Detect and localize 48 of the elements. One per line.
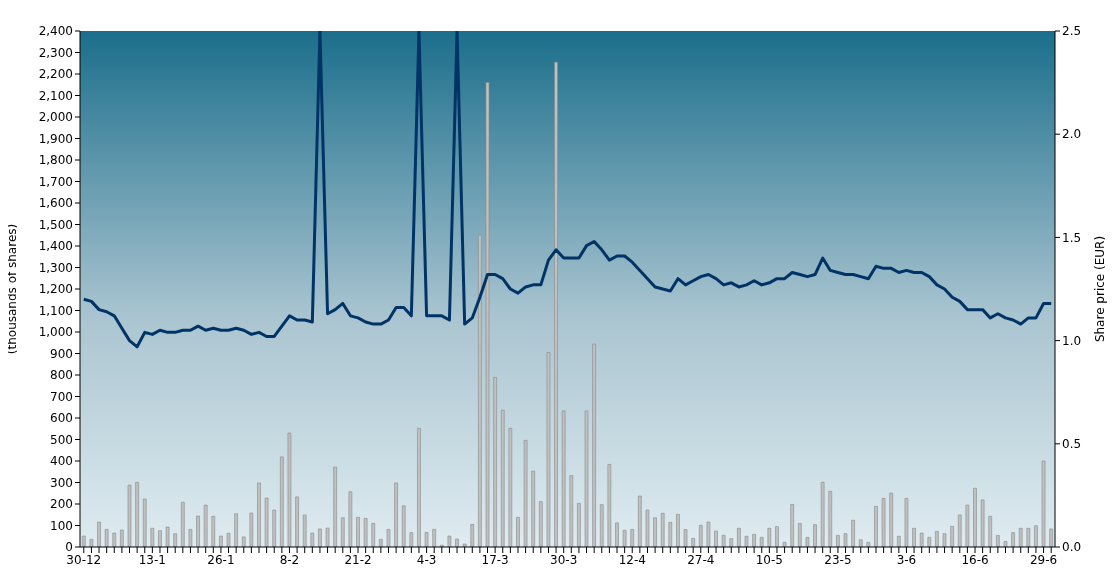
x-tick-label: 3-6 bbox=[896, 552, 917, 567]
y-tick-label: 700 bbox=[50, 389, 73, 404]
y-tick-label: 500 bbox=[50, 432, 73, 447]
x-tick-label: 30-3 bbox=[550, 552, 578, 567]
y-tick-label: 1,500 bbox=[38, 217, 73, 232]
x-tick-label: 26-1 bbox=[207, 552, 235, 567]
y-tick-label: 2,400 bbox=[38, 24, 73, 39]
x-tick-label: 17-3 bbox=[481, 552, 509, 567]
y-tick-label: 2,200 bbox=[38, 67, 73, 82]
y-tick-label: 1,900 bbox=[38, 131, 73, 146]
x-tick-label: 23-5 bbox=[824, 552, 852, 567]
x-tick-label: 8-2 bbox=[279, 552, 300, 567]
y-tick-label: 200 bbox=[50, 497, 73, 512]
y-tick-label: 2,300 bbox=[38, 45, 73, 60]
y-tick-label: 1,100 bbox=[38, 303, 73, 318]
y2-tick-label: 1.5 bbox=[1062, 230, 1082, 245]
x-tick-label: 21-2 bbox=[344, 552, 372, 567]
y-tick-label: 1,400 bbox=[38, 239, 73, 254]
y2-tick-label: 0.0 bbox=[1062, 540, 1082, 555]
y-tick-label: 2,100 bbox=[38, 88, 73, 103]
y-tick-label: 400 bbox=[50, 454, 73, 469]
y-tick-label: 900 bbox=[50, 346, 73, 361]
y2-axis-title: Share price (EUR) bbox=[1093, 235, 1108, 343]
y2-tick-label: 1.0 bbox=[1062, 333, 1082, 348]
y-tick-label: 1,200 bbox=[38, 282, 73, 297]
x-tick-label: 13-1 bbox=[138, 552, 166, 567]
x-tick-label: 16-6 bbox=[961, 552, 989, 567]
y-tick-label: 800 bbox=[50, 368, 73, 383]
x-tick-label: 10-5 bbox=[755, 552, 783, 567]
y2-tick-label: 0.5 bbox=[1062, 437, 1082, 452]
y-tick-label: 1,600 bbox=[38, 196, 73, 211]
y-tick-label: 1,000 bbox=[38, 325, 73, 340]
y-tick-label: 600 bbox=[50, 411, 73, 426]
y-tick-label: 300 bbox=[50, 475, 73, 490]
y-tick-label: 100 bbox=[50, 518, 73, 533]
y-tick-label: 1,300 bbox=[38, 260, 73, 275]
x-tick-label: 12-4 bbox=[618, 552, 646, 567]
y-tick-label: 0 bbox=[65, 540, 73, 555]
y-tick-label: 1,800 bbox=[38, 153, 73, 168]
y-tick-label: 2,000 bbox=[38, 110, 73, 125]
y2-tick-label: 2.5 bbox=[1062, 24, 1082, 39]
y-tick-label: 1,700 bbox=[38, 174, 73, 189]
x-tick-label: 30-12 bbox=[66, 552, 102, 567]
y2-tick-label: 2.0 bbox=[1062, 127, 1082, 142]
x-tick-label: 4-3 bbox=[416, 552, 437, 567]
x-tick-label: 29-6 bbox=[1029, 552, 1058, 567]
y-axis-title: (thousands of shares) bbox=[5, 223, 20, 355]
x-tick-label: 27-4 bbox=[687, 552, 715, 567]
